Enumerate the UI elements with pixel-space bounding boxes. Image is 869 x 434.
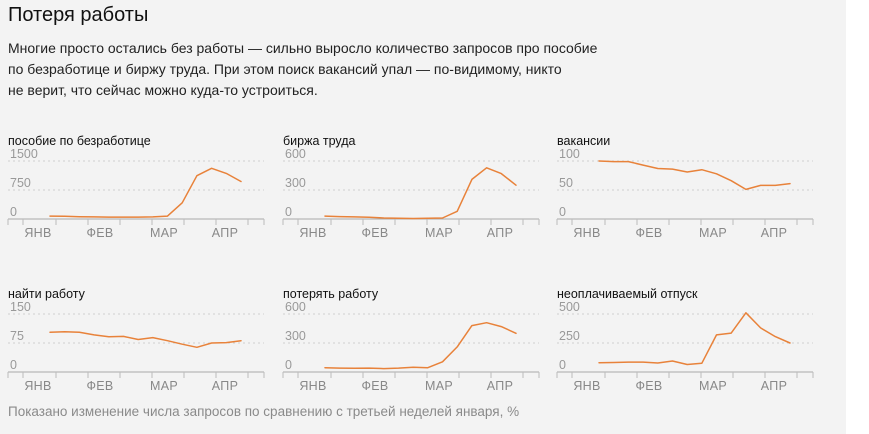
y-tick-label: 100 bbox=[559, 147, 580, 161]
y-tick-label: 600 bbox=[285, 147, 306, 161]
chart-title: потерять работу bbox=[283, 287, 379, 301]
series-line bbox=[598, 160, 791, 191]
x-tick-label: ЯНВ bbox=[24, 379, 51, 393]
page-title: Потеря работы bbox=[8, 4, 149, 26]
series-line bbox=[324, 321, 517, 370]
chart: потерять работу 0 300 600 ЯНВ ФЕВ МАР АПР bbox=[282, 287, 540, 393]
y-tick-label: 300 bbox=[285, 176, 306, 190]
chart: вакансии 0 50 100 ЯНВ ФЕВ МАР АПР bbox=[556, 134, 814, 240]
x-tick-label: АПР bbox=[487, 226, 513, 240]
x-tick-label: ЯНВ bbox=[573, 379, 600, 393]
lead-line: не верит, что сейчас можно куда-то устро… bbox=[8, 82, 318, 98]
chart-title: неоплачиваемый отпуск bbox=[557, 287, 698, 301]
series-line bbox=[49, 167, 242, 218]
x-tick-label: МАР bbox=[150, 379, 178, 393]
x-tick-label: АПР bbox=[212, 226, 238, 240]
y-tick-label: 0 bbox=[559, 358, 566, 372]
x-tick-label: ФЕВ bbox=[86, 226, 113, 240]
y-tick-label: 600 bbox=[285, 300, 306, 314]
y-tick-label: 1500 bbox=[10, 147, 38, 161]
series-line bbox=[598, 312, 791, 366]
footnote: Показано изменение числа запросов по сра… bbox=[8, 404, 520, 419]
y-tick-label: 50 bbox=[559, 176, 573, 190]
x-tick-label: ФЕВ bbox=[361, 226, 388, 240]
x-tick-label: МАР bbox=[425, 379, 453, 393]
series-line bbox=[49, 331, 242, 349]
y-tick-label: 0 bbox=[10, 205, 17, 219]
x-tick-label: ЯНВ bbox=[573, 226, 600, 240]
y-tick-label: 150 bbox=[10, 300, 31, 314]
y-tick-label: 0 bbox=[559, 205, 566, 219]
chart-title: найти работу bbox=[8, 287, 86, 301]
x-tick-label: АПР bbox=[487, 379, 513, 393]
x-tick-label: ФЕВ bbox=[86, 379, 113, 393]
chart-title: пособие по безработице bbox=[8, 134, 151, 148]
y-tick-label: 0 bbox=[10, 358, 17, 372]
chart: неоплачиваемый отпуск 0 250 500 ЯНВ ФЕВ МАР АПР bbox=[556, 287, 814, 393]
x-tick-label: ФЕВ bbox=[361, 379, 388, 393]
y-tick-label: 75 bbox=[10, 329, 24, 343]
chart: пособие по безработице 0 750 1500 ЯНВ ФЕВ МАР А… bbox=[7, 134, 265, 240]
y-tick-label: 0 bbox=[285, 358, 292, 372]
y-tick-label: 300 bbox=[285, 329, 306, 343]
y-tick-label: 750 bbox=[10, 176, 31, 190]
x-tick-label: ФЕВ bbox=[635, 226, 662, 240]
x-tick-label: ЯНВ bbox=[299, 379, 326, 393]
x-tick-label: ФЕВ bbox=[635, 379, 662, 393]
x-tick-label: АПР bbox=[761, 379, 787, 393]
x-tick-label: МАР bbox=[425, 226, 453, 240]
chart-title: биржа труда bbox=[283, 134, 356, 148]
x-tick-label: МАР bbox=[699, 226, 727, 240]
x-tick-label: АПР bbox=[761, 226, 787, 240]
x-tick-label: ЯНВ bbox=[24, 226, 51, 240]
chart: биржа труда 0 300 600 ЯНВ ФЕВ МАР АПР bbox=[282, 134, 540, 240]
x-tick-label: МАР bbox=[150, 226, 178, 240]
x-tick-label: ЯНВ bbox=[299, 226, 326, 240]
chart: найти работу 0 75 150 ЯНВ ФЕВ МАР АПР bbox=[7, 287, 265, 393]
y-tick-label: 250 bbox=[559, 329, 580, 343]
series-line bbox=[324, 167, 517, 220]
y-tick-label: 0 bbox=[285, 205, 292, 219]
lead-line: по безработице и биржу труда. При этом п… bbox=[8, 61, 562, 77]
y-tick-label: 500 bbox=[559, 300, 580, 314]
lead-paragraph: Многие просто остались без работы — силь… bbox=[8, 38, 628, 101]
chart-title: вакансии bbox=[557, 134, 610, 148]
lead-line: Многие просто остались без работы — силь… bbox=[8, 40, 598, 56]
x-tick-label: АПР bbox=[212, 379, 238, 393]
x-tick-label: МАР bbox=[699, 379, 727, 393]
